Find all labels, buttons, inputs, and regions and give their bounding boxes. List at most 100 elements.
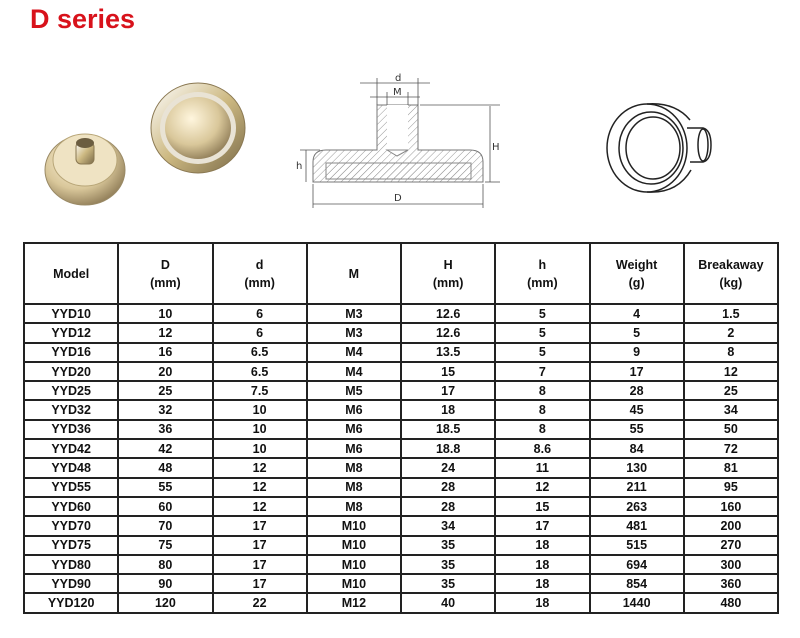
table-row: YYD90 90 17 M10 35 18 854 360 [22,573,780,595]
column-header: Breakaway (kg) [682,242,780,305]
table-cell: 360 [682,573,780,595]
table-cell: M8 [305,476,403,498]
column-header: D (mm) [117,242,214,305]
table-cell: 481 [588,515,685,537]
table-cell: YYD55 [22,476,120,498]
table-cell: 11 [494,457,591,479]
column-header: Model [22,242,120,305]
table-cell: 45 [588,399,685,421]
table-cell: 32 [117,399,214,421]
table-cell: YYD75 [22,534,120,556]
label-D: D [394,193,402,204]
table-cell: M4 [305,360,403,383]
table-cell: 50 [682,418,780,441]
table-cell: 84 [588,438,685,460]
table-cell: 28 [399,476,497,498]
table-cell: 48 [117,457,214,479]
table-cell: 300 [682,553,780,576]
column-header: H (mm) [399,242,497,305]
table-cell: 263 [588,495,685,518]
table-cell: 854 [588,573,685,595]
table-cell: 70 [117,515,214,537]
table-cell: 17 [211,534,308,556]
table-cell: M6 [305,438,403,460]
table-cell: 17 [211,573,308,595]
table-cell: M6 [305,399,403,421]
table-cell: 36 [117,418,214,441]
table-cell: 12 [682,360,780,383]
column-header: h (mm) [494,242,591,305]
table-cell: 35 [399,553,497,576]
table-cell: 35 [399,573,497,595]
table-cell: 6.5 [211,341,308,363]
table-cell: 8 [494,418,591,441]
table-cell: YYD25 [22,380,120,402]
table-cell: 34 [399,515,497,537]
column-header: M [305,242,403,305]
page-title: D series [30,4,136,34]
column-header-unit: (kg) [719,275,743,290]
table-cell: 22 [211,592,308,614]
table-row: YYD10 10 6 M3 12.6 5 4 1.5 [22,302,780,325]
table-cell: 40 [399,592,497,614]
table-cell: 12.6 [399,302,497,325]
table-cell: 55 [588,418,685,441]
table-row: YYD75 75 17 M10 35 18 515 270 [22,534,780,556]
table-cell: YYD60 [22,495,120,518]
table-cell: 4 [588,302,685,325]
table-cell: 13.5 [399,341,497,363]
table-cell: 55 [117,476,214,498]
column-header-label: D [160,257,170,272]
table-cell: 18 [494,573,591,595]
table-row: YYD42 42 10 M6 18.8 8.6 84 72 [22,438,780,460]
table-cell: YYD10 [22,302,120,325]
label-d: d [395,73,401,84]
table-cell: 694 [588,553,685,576]
spec-table: Model D (mm) d (mm) M H (mm) h (mm) Weight (g) Break… [22,242,780,614]
column-header-unit: (mm) [244,275,275,290]
table-cell: 12.6 [399,322,497,344]
table-cell: YYD70 [22,515,120,537]
table-cell: 270 [682,534,780,556]
table-cell: 7 [494,360,591,383]
table-row: YYD25 25 7.5 M5 17 8 28 25 [22,380,780,402]
table-cell: M12 [305,592,403,614]
table-cell: 34 [682,399,780,421]
table-row: YYD16 16 6.5 M4 13.5 5 9 8 [22,341,780,363]
table-cell: 18 [494,553,591,576]
table-row: YYD70 70 17 M10 34 17 481 200 [22,515,780,537]
table-cell: M10 [305,515,403,537]
table-cell: 6.5 [211,360,308,383]
table-cell: YYD120 [22,592,120,614]
table-cell: 1.5 [682,302,780,325]
table-row: YYD32 32 10 M6 18 8 45 34 [22,399,780,421]
table-cell: YYD48 [22,457,120,479]
table-cell: 18 [494,534,591,556]
product-photo [44,82,246,206]
table-cell: M3 [305,322,403,344]
label-h: h [296,161,302,172]
table-cell: YYD12 [22,322,120,344]
table-cell: 12 [211,457,308,479]
table-cell: 95 [682,476,780,498]
table-cell: 17 [399,380,497,402]
table-cell: 10 [211,438,308,460]
dimension-diagram: d M H h D [296,73,500,208]
table-cell: 80 [117,553,214,576]
table-cell: M4 [305,341,403,363]
table-cell: 72 [682,438,780,460]
table-row: YYD12 12 6 M3 12.6 5 5 2 [22,322,780,344]
column-header: d (mm) [211,242,308,305]
table-cell: 18 [494,592,591,614]
table-cell: 15 [399,360,497,383]
table-cell: 480 [682,592,780,614]
table-cell: YYD36 [22,418,120,441]
table-cell: 42 [117,438,214,460]
table-cell: M10 [305,534,403,556]
table-cell: 5 [494,341,591,363]
table-row: YYD120 120 22 M12 40 18 1440 480 [22,592,780,614]
table-cell: M5 [305,380,403,402]
table-cell: 18 [399,399,497,421]
table-row: YYD36 36 10 M6 18.5 8 55 50 [22,418,780,441]
